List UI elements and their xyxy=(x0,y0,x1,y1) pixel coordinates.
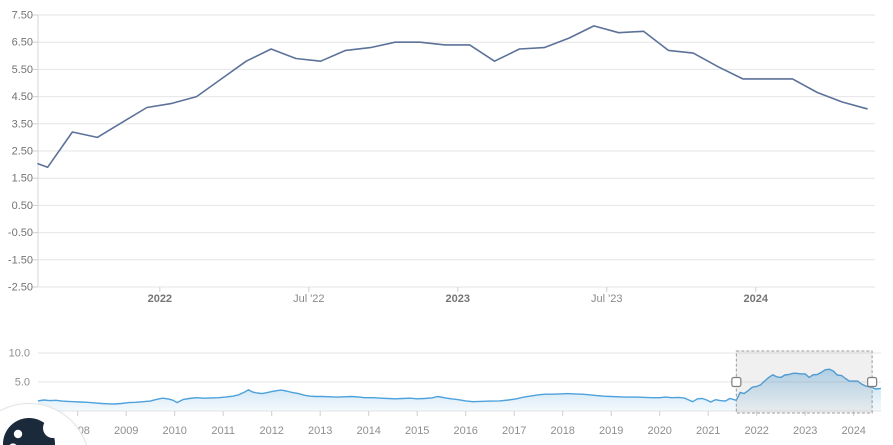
cow-logo-icon xyxy=(3,418,63,445)
nav-x-axis-label: 2012 xyxy=(259,425,283,437)
nav-x-axis-label: 2020 xyxy=(647,425,671,437)
y-axis-label: 2.50 xyxy=(12,146,33,158)
y-axis-label: -2.50 xyxy=(8,282,33,294)
price-line-series[interactable] xyxy=(37,25,868,169)
y-axis-label: 1.50 xyxy=(12,173,33,185)
nav-x-axis-label: 2018 xyxy=(550,425,574,437)
nav-x-axis-label: 2023 xyxy=(793,425,817,437)
navigator-chart[interactable]: 10.05.00.0200820092010201120122013201420… xyxy=(9,348,881,438)
nav-area-line xyxy=(37,368,881,405)
x-axis-label: 2023 xyxy=(446,293,470,305)
nav-area-fill xyxy=(37,369,881,411)
nav-handle-left[interactable] xyxy=(731,376,742,388)
x-axis-label: Jul '23 xyxy=(591,293,622,305)
y-axis-label: 4.50 xyxy=(12,91,33,103)
nav-x-axis-label: 2016 xyxy=(453,425,477,437)
nav-y-axis-label: 10.0 xyxy=(9,348,30,360)
x-axis-label: 2022 xyxy=(148,293,172,305)
nav-x-axis-label: 2014 xyxy=(356,425,380,437)
nav-x-axis-label: 2009 xyxy=(114,425,138,437)
y-axis-label: 7.50 xyxy=(12,10,33,22)
nav-x-axis-label: 2011 xyxy=(211,425,235,437)
nav-x-axis-label: 2017 xyxy=(502,425,526,437)
y-axis-label: 6.50 xyxy=(12,37,33,49)
nav-x-axis-label: 2019 xyxy=(599,425,623,437)
x-axis-label: 2024 xyxy=(744,293,769,305)
main-chart[interactable]: 7.50 6.50 5.50 4.50 3.50 2.50 1.50 0.50 -0.50 -1.… xyxy=(8,10,875,306)
nav-x-axis-label: 2015 xyxy=(405,425,429,437)
y-axis-label: -0.50 xyxy=(8,227,33,239)
y-axis-label: -1.50 xyxy=(8,254,33,266)
nav-x-axis-label: 2013 xyxy=(308,425,332,437)
nav-selection-window[interactable] xyxy=(735,350,873,414)
x-axis-label: Jul '22 xyxy=(293,293,324,305)
nav-x-axis-label: 2024 xyxy=(841,425,865,437)
nav-x-axis-label: 2022 xyxy=(744,425,768,437)
y-axis-label: 0.50 xyxy=(12,200,33,212)
y-axis-label: 5.50 xyxy=(12,64,33,76)
y-axis-label: 3.50 xyxy=(12,118,33,130)
nav-y-axis-label: 5.0 xyxy=(15,377,30,389)
nav-x-axis-label: 2010 xyxy=(162,425,186,437)
nav-handle-right[interactable] xyxy=(867,376,878,388)
nav-x-axis-label: 2021 xyxy=(696,425,720,437)
